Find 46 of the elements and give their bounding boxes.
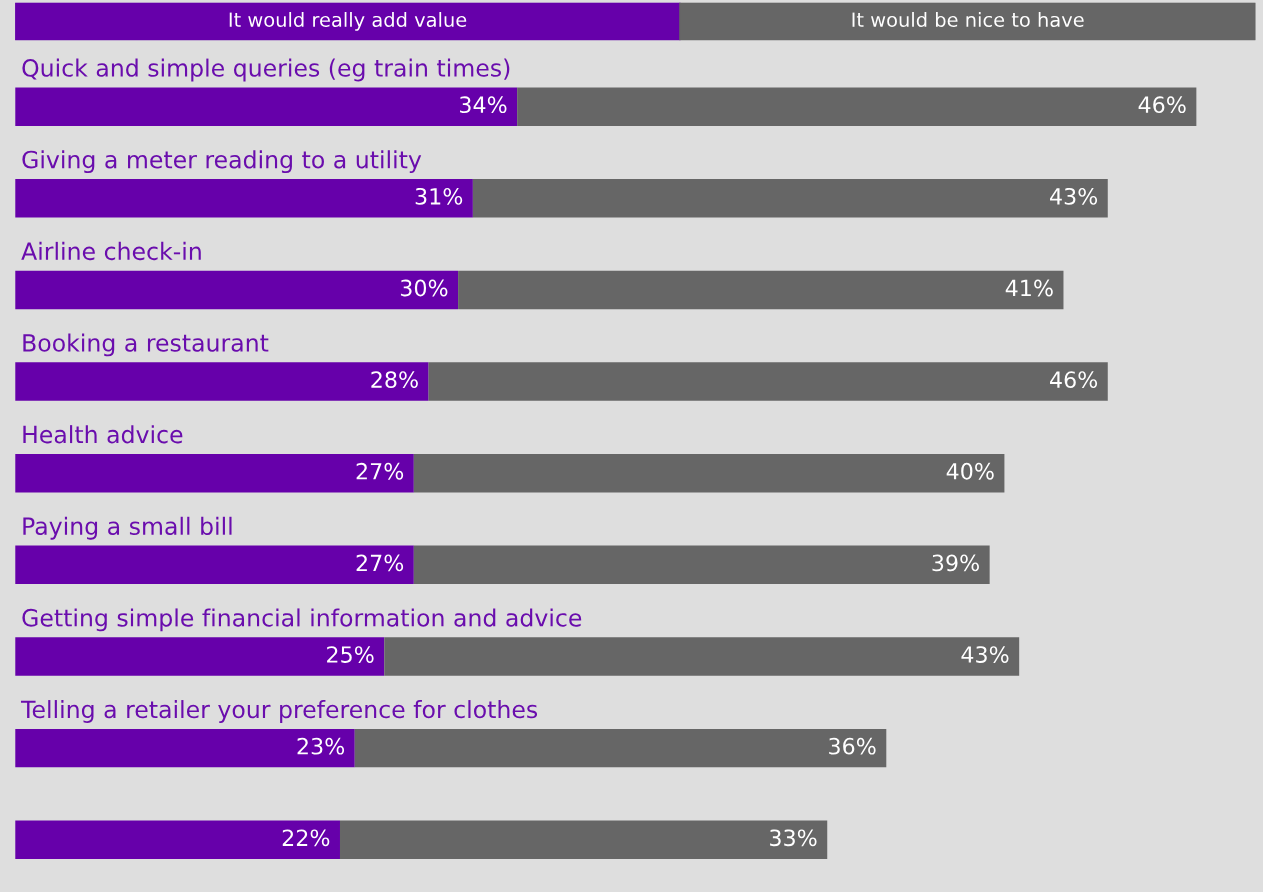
bar: [15, 545, 414, 585]
data-label: 40%: [946, 462, 994, 480]
data-label: 41%: [1005, 279, 1053, 297]
y-tick-label: Quick and simple queries (eg train times): [22, 58, 510, 82]
bar: [472, 179, 1108, 218]
bar: [339, 820, 828, 860]
data-label: 25%: [327, 646, 374, 663]
bar: [15, 270, 459, 310]
data-label: 33%: [770, 829, 817, 847]
text: It would really add value: [229, 12, 467, 31]
y-tick-label: Booking a restaurant: [23, 333, 269, 357]
bar: [413, 545, 990, 585]
data-label: 23%: [297, 737, 345, 755]
bar: [15, 637, 385, 676]
data-label: 31%: [415, 187, 463, 205]
data-label: 27%: [356, 462, 404, 480]
bar: [428, 362, 1108, 401]
bar: [413, 453, 1005, 493]
data-label: 43%: [961, 646, 1009, 663]
data-label: 28%: [371, 371, 418, 389]
data-label: 43%: [1050, 187, 1098, 205]
bar: [458, 270, 1064, 310]
bar: [354, 728, 887, 768]
y-tick-label: Health advice: [23, 425, 183, 444]
y-tick-label: Paying a small bill: [23, 516, 232, 540]
y-tick-label: Giving a meter reading to a utility: [22, 150, 422, 174]
bar: [384, 637, 1020, 676]
y-tick-label: Getting simple financial information and advice: [22, 608, 582, 632]
bar: [15, 179, 473, 218]
data-label: 22%: [282, 829, 330, 847]
bar: [15, 453, 414, 493]
data-label: 34%: [460, 96, 507, 114]
y-tick-label: Telling a retailer your preference for clothes: [20, 700, 538, 723]
data-label: 27%: [356, 554, 404, 572]
data-label: 36%: [829, 737, 876, 755]
data-label: 46%: [1050, 371, 1098, 389]
bar: [15, 87, 518, 126]
data-label: 30%: [400, 279, 448, 297]
bar: [15, 820, 340, 860]
y-tick-label: Airline check-in: [21, 241, 201, 261]
bar: [15, 728, 355, 768]
bar: [15, 362, 429, 401]
bar: [517, 87, 1197, 126]
text: It would be nice to have: [852, 12, 1084, 28]
data-label: 46%: [1138, 96, 1186, 114]
data-label: 39%: [932, 554, 979, 572]
